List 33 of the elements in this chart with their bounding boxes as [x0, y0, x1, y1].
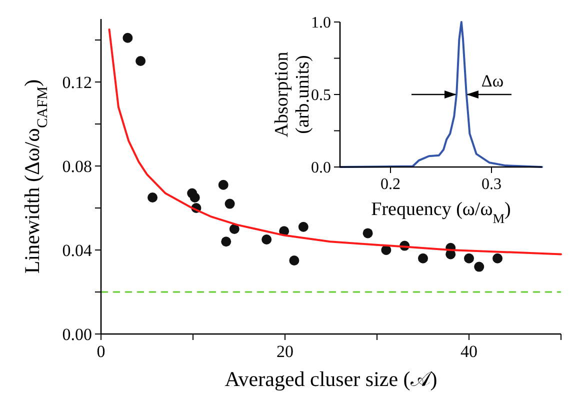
x-axis-title: Averaged cluser size (𝒜) — [224, 367, 438, 391]
point — [298, 222, 308, 232]
x-tick-label: 0.3 — [482, 176, 502, 193]
y-tick-label: 0.12 — [62, 72, 92, 92]
point — [229, 224, 240, 234]
y-tick-label: 0.5 — [311, 87, 331, 104]
point — [289, 256, 300, 266]
x-tick-label: 0.2 — [380, 176, 400, 193]
point — [381, 245, 392, 255]
annotation: Δω — [481, 72, 504, 90]
point — [362, 228, 373, 238]
x-tick-label: 40 — [460, 342, 478, 361]
point — [418, 253, 428, 264]
y-tick-label: 1.0 — [311, 14, 331, 32]
point — [218, 180, 228, 190]
x-tick-label: 20 — [276, 342, 294, 361]
point — [221, 236, 232, 247]
point — [136, 56, 146, 66]
x-tick-label: 0 — [96, 342, 106, 361]
point — [224, 198, 235, 209]
y-axis-title: Absorption (arb.units) — [272, 51, 314, 138]
y-tick-label: 0.04 — [62, 240, 92, 260]
y-tick-label: 0.08 — [62, 156, 92, 176]
point — [190, 192, 200, 202]
y-tick-label: 0.00 — [62, 324, 92, 344]
point — [262, 234, 272, 244]
point — [148, 192, 158, 202]
point — [474, 262, 484, 272]
point — [492, 253, 503, 264]
point — [464, 253, 474, 264]
y-tick-label: 0.0 — [311, 160, 331, 177]
point — [122, 32, 133, 43]
x-axis-title: Frequency (ω/ω$_{M}$) — [371, 199, 511, 226]
